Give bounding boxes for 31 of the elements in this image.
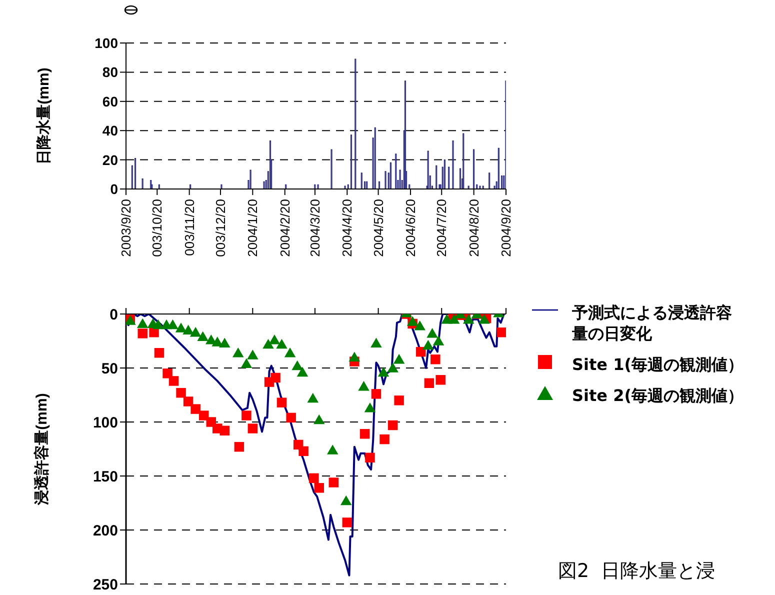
x-tick-label: 003/10/20 [150, 199, 165, 257]
x-tick-label: 2004/1/20 [245, 199, 260, 257]
legend-label: 予測式による浸透許容量の日変化 [572, 302, 733, 344]
x-tick-label: 2004/5/20 [370, 199, 386, 257]
y-tick-label: 0 [110, 180, 118, 197]
x-tick-label: 2004/2/20 [277, 199, 292, 257]
legend-label: Site 2(毎週の観測値） [572, 385, 744, 406]
legend-label: Site 1(毎週の観測値） [572, 354, 744, 375]
y-tick-label: 250 [92, 576, 118, 594]
y-tick-label: 0 [110, 306, 118, 324]
y-tick-label: 150 [92, 468, 118, 486]
x-tick-label: 2004/8/20 [466, 199, 482, 257]
x-tick-label: 2004/7/20 [434, 199, 450, 257]
y-tick-label: 20 [102, 152, 118, 168]
x-tick-label: 2004/4/20 [340, 199, 355, 257]
x-tick-label: 003/11/20 [182, 199, 197, 256]
y-tick-label: 80 [102, 64, 118, 80]
x-tick-label: 003/12/20 [212, 199, 228, 257]
y-tick-label: 100 [94, 34, 118, 51]
y-tick-label: 60 [102, 93, 118, 110]
y-axis-title: 日降水量(mm) [36, 68, 52, 164]
y-tick-label: 100 [92, 414, 118, 432]
y-axis-title: 浸透許容量(mm) [32, 393, 50, 506]
x-tick-label: 2004/6/20 [402, 199, 418, 257]
caption: 図2 日降水量と浸 [558, 559, 716, 584]
y-tick-label: 40 [102, 122, 118, 139]
x-tick-label: 2004/3/20 [307, 199, 322, 257]
y-tick-label: 50 [101, 360, 118, 378]
x-tick-label: 2003/9/20 [118, 199, 134, 257]
x-tick-label: 2004/9/20 [498, 199, 514, 257]
y-tick-label: 200 [92, 522, 118, 540]
